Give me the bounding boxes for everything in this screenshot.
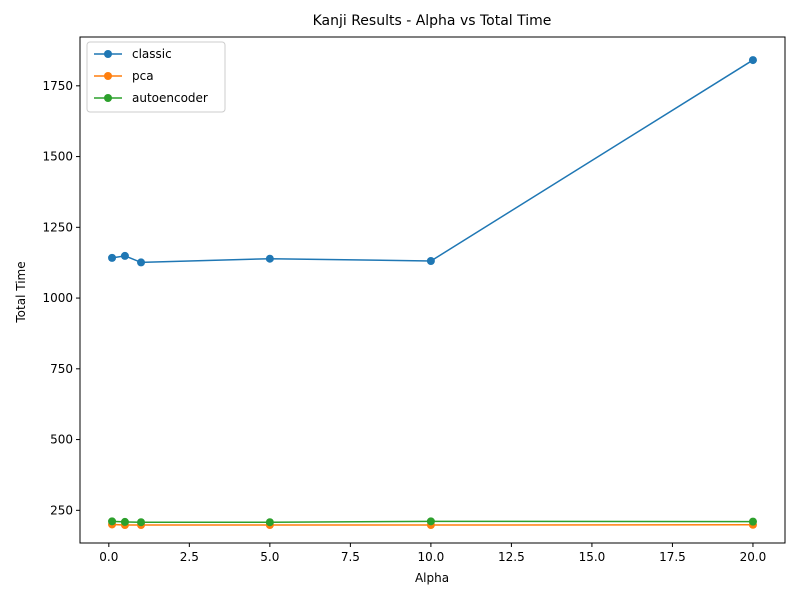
legend-label: pca — [132, 69, 154, 83]
data-point-classic — [265, 254, 274, 263]
legend: classic pca autoencoder — [86, 41, 226, 113]
legend-label: classic — [132, 47, 172, 61]
x-axis-label: Alpha — [415, 571, 449, 585]
legend-box — [86, 41, 226, 113]
data-point-classic — [748, 56, 757, 65]
y-tick-label: 1750 — [42, 79, 73, 93]
x-tick-label: 2.5 — [180, 550, 199, 564]
data-point-classic — [108, 253, 117, 262]
data-point-classic — [426, 256, 435, 265]
y-axis-ticks: 250 500 750 1000 1250 1500 1750 — [42, 79, 80, 517]
y-tick-label: 1250 — [42, 220, 73, 234]
series-layer — [108, 56, 757, 530]
data-point-autoencoder — [426, 517, 435, 526]
x-tick-label: 20.0 — [740, 550, 767, 564]
plot-frame — [79, 36, 786, 544]
x-tick-label: 15.0 — [579, 550, 606, 564]
y-tick-label: 750 — [50, 362, 73, 376]
x-tick-label: 10.0 — [418, 550, 445, 564]
x-tick-label: 12.5 — [498, 550, 525, 564]
x-tick-label: 5.0 — [260, 550, 279, 564]
legend-item-pca: pca — [94, 69, 154, 83]
legend-item-classic: classic — [94, 47, 172, 61]
data-point-autoencoder — [137, 518, 146, 527]
series-classic — [108, 56, 757, 267]
data-point-autoencoder — [748, 517, 757, 526]
data-point-autoencoder — [120, 517, 129, 526]
data-point-autoencoder — [265, 518, 274, 527]
x-axis-ticks: 0.0 2.5 5.0 7.5 10.0 12.5 15.0 17.5 20.0 — [99, 543, 766, 564]
legend-marker — [104, 94, 112, 102]
y-tick-label: 250 — [50, 503, 73, 517]
chart-title: Kanji Results - Alpha vs Total Time — [313, 13, 552, 29]
y-tick-label: 1000 — [42, 291, 73, 305]
legend-marker — [104, 72, 112, 80]
y-axis-label: Total Time — [14, 261, 28, 323]
series-autoencoder — [108, 517, 757, 527]
x-tick-label: 0.0 — [99, 550, 118, 564]
y-tick-label: 1500 — [42, 150, 73, 164]
data-point-classic — [120, 251, 129, 260]
legend-marker — [104, 50, 112, 58]
data-point-autoencoder — [108, 517, 117, 526]
y-tick-label: 500 — [50, 433, 73, 447]
x-tick-label: 7.5 — [341, 550, 360, 564]
data-point-classic — [137, 258, 146, 267]
x-tick-label: 17.5 — [659, 550, 686, 564]
legend-label: autoencoder — [132, 91, 208, 105]
legend-item-autoencoder: autoencoder — [94, 91, 208, 105]
